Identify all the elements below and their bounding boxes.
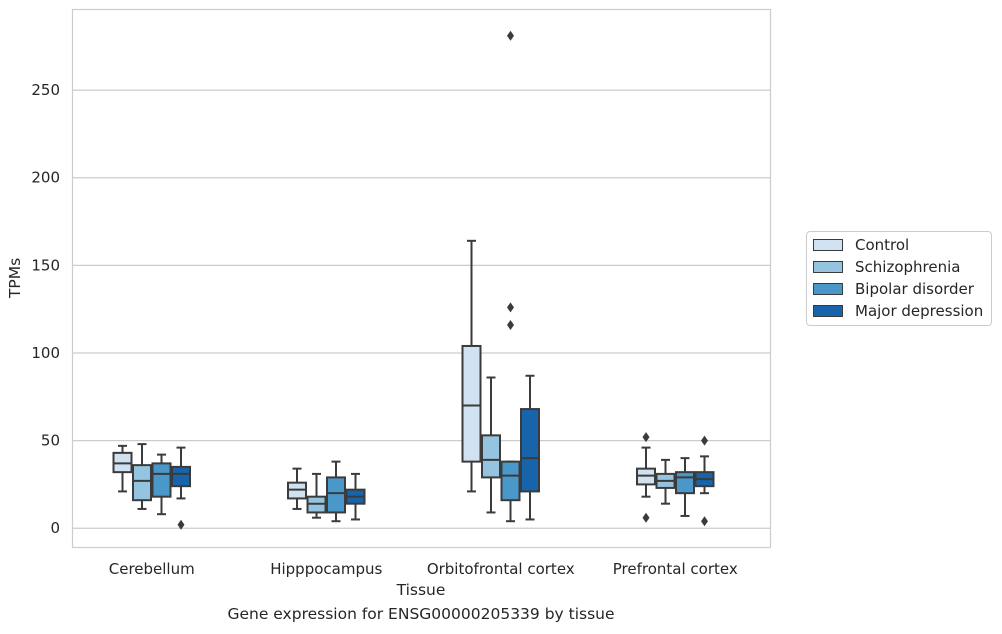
legend-label: Schizophrenia bbox=[855, 258, 961, 276]
box-iqr bbox=[151, 462, 172, 498]
box-orbitofrontal-cortex-schizophrenia bbox=[481, 376, 501, 514]
y-tick-label: 50 bbox=[41, 432, 60, 450]
x-tick-label: Orbitofrontal cortex bbox=[427, 560, 575, 578]
legend-swatch bbox=[813, 261, 843, 273]
y-tick-label: 0 bbox=[50, 519, 60, 537]
legend-item-schizophrenia: Schizophrenia bbox=[813, 257, 960, 277]
legend-item-bipolar-disorder: Bipolar disorder bbox=[813, 279, 974, 299]
outlier-point bbox=[701, 435, 708, 446]
y-tick-label: 200 bbox=[31, 169, 60, 187]
y-axis: 0 50 100 150 200 250 bbox=[31, 81, 60, 537]
x-axis-label: Tissue bbox=[396, 581, 446, 599]
box-orbitofrontal-cortex-bipolar-disorder bbox=[500, 30, 521, 523]
chart-caption: Gene expression for ENSG00000205339 by t… bbox=[227, 605, 615, 623]
x-tick-label: Hipppocampus bbox=[270, 560, 382, 578]
legend-label: Major depression bbox=[855, 302, 984, 320]
gridlines bbox=[72, 89, 771, 529]
box-cerebellum-bipolar-disorder bbox=[151, 453, 172, 516]
box-iqr bbox=[520, 408, 540, 493]
outlier-point bbox=[507, 30, 514, 41]
box-prefrontal-cortex-bipolar-disorder bbox=[675, 457, 695, 517]
box-iqr bbox=[461, 344, 482, 463]
box-iqr bbox=[326, 476, 346, 514]
box-orbitofrontal-cortex-major-depression bbox=[520, 374, 540, 521]
plot-area bbox=[71, 8, 772, 549]
box-hipppocampus-schizophrenia bbox=[306, 472, 327, 519]
box-prefrontal-cortex-control bbox=[636, 432, 656, 523]
outlier-point bbox=[642, 512, 650, 523]
box-cerebellum-control bbox=[112, 444, 133, 493]
legend-item-major-depression: Major depression bbox=[813, 301, 983, 321]
box-iqr bbox=[500, 460, 521, 502]
box-iqr bbox=[481, 434, 501, 479]
box-cerebellum-major-depression bbox=[171, 446, 191, 530]
box-hipppocampus-control bbox=[287, 467, 307, 510]
box-hipppocampus-major-depression bbox=[345, 472, 366, 521]
box-prefrontal-cortex-schizophrenia bbox=[655, 458, 676, 505]
legend-item-control: Control bbox=[813, 235, 909, 255]
legend: Control Schizophrenia Bipolar disorder M… bbox=[806, 231, 992, 326]
box-hipppocampus-bipolar-disorder bbox=[326, 460, 346, 523]
x-tick-label: Prefrontal cortex bbox=[613, 560, 738, 578]
outlier-point bbox=[507, 319, 514, 330]
outlier-point bbox=[701, 516, 708, 527]
legend-label: Bipolar disorder bbox=[855, 280, 974, 298]
y-tick-label: 100 bbox=[31, 344, 60, 362]
box-iqr bbox=[675, 471, 695, 495]
outlier-point bbox=[507, 302, 514, 313]
box-iqr bbox=[132, 464, 152, 502]
box-cerebellum-schizophrenia bbox=[132, 443, 152, 510]
x-axis: Cerebellum Hipppocampus Orbitofrontal cort… bbox=[109, 560, 738, 578]
x-tick-label: Cerebellum bbox=[109, 560, 195, 578]
legend-swatch bbox=[813, 283, 843, 295]
y-tick-label: 250 bbox=[31, 81, 60, 99]
y-tick-label: 150 bbox=[31, 256, 60, 274]
legend-swatch bbox=[813, 305, 843, 317]
legend-label: Control bbox=[855, 236, 910, 254]
y-axis-label: TPMs bbox=[6, 258, 24, 299]
outlier-point bbox=[177, 519, 185, 530]
box-orbitofrontal-cortex-control bbox=[461, 239, 482, 493]
box-iqr bbox=[171, 465, 191, 488]
boxes bbox=[112, 30, 715, 530]
outlier-point bbox=[642, 432, 650, 443]
box-prefrontal-cortex-major-depression bbox=[694, 435, 715, 527]
legend-swatch bbox=[813, 239, 843, 251]
